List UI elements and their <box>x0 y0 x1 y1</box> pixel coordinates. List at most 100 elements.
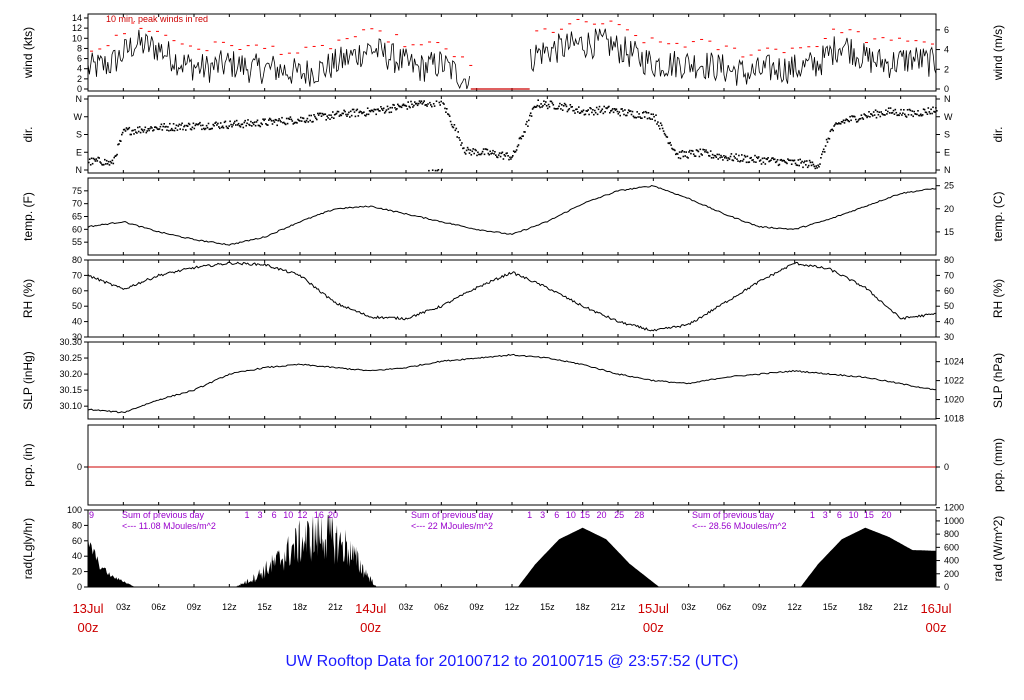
rh-ytick-label: 60 <box>72 286 82 296</box>
dir-point <box>679 157 682 160</box>
dir-point <box>898 114 900 117</box>
rad-hour-label: 12 <box>297 510 307 520</box>
dir-point <box>452 126 455 129</box>
dir-point <box>335 112 338 115</box>
dir-point <box>826 141 829 143</box>
dir-point <box>717 158 719 160</box>
dir-point <box>325 119 327 121</box>
slp-ytick-label: 30.25 <box>59 353 82 363</box>
dir-point <box>866 116 868 119</box>
dir-point <box>373 108 376 111</box>
wind-ytick-label: 2 <box>77 74 82 84</box>
dir-point <box>672 148 674 151</box>
dir-point <box>708 155 711 157</box>
dir-point <box>139 131 142 134</box>
dir-point <box>333 117 335 119</box>
dir-point <box>431 105 433 108</box>
slp-ytick-label: 30.10 <box>59 401 82 411</box>
dir-point <box>704 151 706 153</box>
temp-ytick-label: 75 <box>72 186 82 196</box>
dir-ytick-label-right: W <box>944 112 953 122</box>
dir-point <box>871 115 874 117</box>
dir-point <box>173 129 176 132</box>
dir-point <box>881 113 883 115</box>
dir-point <box>778 163 781 166</box>
dir-point <box>745 161 748 164</box>
dir-point <box>88 158 91 160</box>
dir-point <box>382 107 385 110</box>
dir-point <box>907 113 910 116</box>
dir-point <box>928 111 931 113</box>
dir-point <box>105 163 107 165</box>
dir-point <box>520 137 523 140</box>
dir-point <box>169 122 171 125</box>
dir-point <box>839 122 841 125</box>
rh-ytick-label-right: 50 <box>944 301 954 311</box>
dir-point <box>197 123 199 126</box>
x-hour-tick-label: 09z <box>752 602 767 612</box>
dir-point <box>790 163 793 165</box>
dir-point <box>920 114 923 117</box>
dir-point <box>174 127 177 129</box>
dir-point <box>281 116 283 119</box>
rh-ytick-label: 70 <box>72 270 82 280</box>
x-day-label: 13Jul <box>72 601 103 616</box>
dir-point <box>350 114 353 117</box>
dir-point <box>364 114 366 117</box>
dir-point <box>500 152 503 155</box>
rh-ytick-label: 50 <box>72 301 82 311</box>
dir-point <box>122 128 125 131</box>
dir-point <box>360 111 362 113</box>
dir-point <box>217 122 219 125</box>
dir-point <box>701 154 703 156</box>
dir-point <box>117 143 119 146</box>
dir-point <box>194 124 197 127</box>
dir-point <box>367 113 370 116</box>
dir-point <box>831 128 833 131</box>
dir-point <box>597 108 600 111</box>
dir-point <box>523 131 525 133</box>
rad-ytick-label: 0 <box>77 582 82 592</box>
dir-point <box>162 125 164 128</box>
dir-point <box>521 135 523 137</box>
dir-point <box>902 112 904 114</box>
wind-speed-series <box>87 28 937 90</box>
rad-ytick-label: 20 <box>72 567 82 577</box>
dir-point <box>264 118 266 120</box>
dir-point <box>573 109 575 112</box>
dir-point <box>721 156 723 158</box>
dir-point <box>821 153 823 156</box>
dir-point <box>172 123 175 125</box>
dir-point <box>356 108 359 111</box>
dir-point <box>692 153 695 155</box>
rad-ytick-label: 60 <box>72 536 82 546</box>
dir-point <box>269 118 272 121</box>
dir-point <box>184 124 186 127</box>
dir-point <box>348 111 350 114</box>
dir-point <box>863 113 865 115</box>
dir-point <box>816 167 818 169</box>
dir-point <box>553 107 556 110</box>
dir-point <box>327 117 329 119</box>
dir-point <box>316 118 318 121</box>
dir-point <box>232 124 234 126</box>
dir-point <box>201 128 203 131</box>
dir-point <box>333 113 336 116</box>
dir-point <box>255 121 258 123</box>
dir-point <box>321 112 324 115</box>
dir-point <box>98 157 100 159</box>
dir-point <box>820 157 822 159</box>
dir-point <box>130 133 132 136</box>
dir-point <box>375 113 377 116</box>
dir-point <box>358 111 360 114</box>
dir-point <box>121 133 123 136</box>
rh-panel-frame <box>87 259 937 338</box>
dir-point <box>128 126 131 129</box>
slp-ytick-label-right: 1022 <box>944 376 964 386</box>
slp-ytick-label-right: 1024 <box>944 357 964 367</box>
dir-point <box>932 106 934 109</box>
dir-point <box>724 157 726 159</box>
dir-point <box>628 110 631 113</box>
dir-point <box>886 113 888 115</box>
dir-point <box>498 152 501 154</box>
